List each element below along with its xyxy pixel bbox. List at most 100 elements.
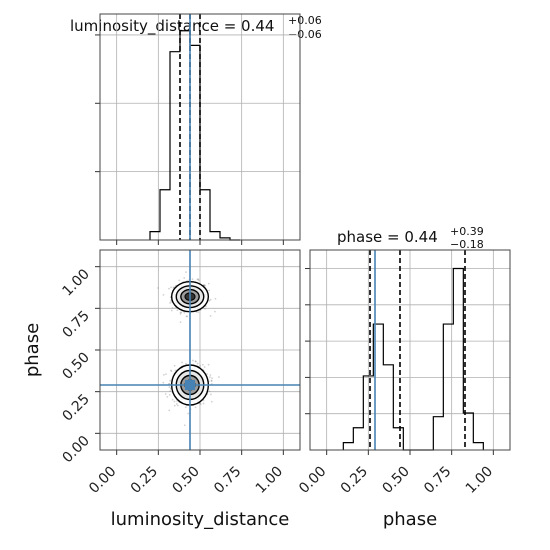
- svg-text:luminosity_distance = 0.44: luminosity_distance = 0.44: [70, 17, 274, 36]
- scatter-point: [206, 373, 208, 375]
- scatter-point: [209, 374, 212, 376]
- scatter-point: [168, 393, 171, 396]
- scatter-point: [178, 279, 181, 282]
- scatter-point: [199, 403, 202, 406]
- scatter-point: [203, 284, 206, 286]
- scatter-point: [183, 424, 186, 427]
- scatter-point: [202, 402, 205, 405]
- scatter-point: [210, 379, 213, 382]
- scatter-point: [214, 297, 217, 300]
- scatter-point: [166, 395, 169, 398]
- title-luminosity: luminosity_distance = 0.44 +0.06 −0.06: [70, 14, 322, 41]
- x-tick-label: 0.00: [86, 464, 119, 497]
- scatter-point: [180, 311, 183, 314]
- scatter-point: [185, 271, 187, 274]
- scatter-point: [185, 315, 188, 318]
- scatter-point: [162, 373, 165, 376]
- ylabel-phase: phase: [22, 323, 43, 377]
- scatter-point: [168, 287, 170, 290]
- scatter-point: [196, 278, 199, 281]
- scatter-point: [208, 390, 211, 393]
- scatter-point: [176, 309, 179, 312]
- panel-luminosity-histogram: [95, 13, 301, 245]
- scatter-point: [191, 359, 194, 362]
- scatter-point: [211, 377, 213, 380]
- scatter-point: [210, 400, 213, 403]
- scatter-point: [173, 404, 176, 407]
- scatter-point: [179, 311, 182, 314]
- scatter-point: [183, 311, 186, 314]
- scatter-point: [210, 380, 213, 383]
- scatter-point: [197, 311, 200, 314]
- scatter-point: [176, 404, 179, 407]
- scatter-point: [185, 362, 187, 365]
- scatter-point: [169, 369, 172, 372]
- scatter-point: [169, 379, 171, 382]
- y-tick-label: 0.75: [59, 308, 92, 341]
- scatter-point: [194, 360, 197, 363]
- scatter-point: [165, 373, 167, 376]
- scatter-point: [170, 309, 173, 312]
- scatter-point: [196, 362, 199, 365]
- scatter-point: [204, 285, 206, 287]
- scatter-point: [168, 386, 171, 388]
- x-tick-label: 1.00: [253, 464, 286, 497]
- x-tick-label: 0.50: [169, 464, 202, 497]
- scatter-point: [179, 313, 182, 315]
- y-tick-label: 0.50: [59, 350, 92, 383]
- title-luminosity-base: luminosity_distance = 0.44: [70, 17, 274, 36]
- scatter-point: [179, 321, 182, 324]
- scatter-point: [169, 302, 171, 304]
- x-tick-label: 0.75: [211, 464, 244, 497]
- title-luminosity-sup: +0.06: [288, 14, 322, 27]
- xlabel-phase: phase: [383, 509, 437, 530]
- scatter-point: [157, 287, 159, 289]
- panel-frame: [99, 249, 301, 451]
- panel-frame: [309, 249, 511, 451]
- histogram-steps: [342, 267, 484, 451]
- xlabel-luminosity: luminosity_distance: [111, 509, 290, 530]
- scatter-point: [207, 282, 210, 285]
- title-phase-base: phase = 0.44: [337, 228, 438, 246]
- title-luminosity-sub: −0.06: [288, 28, 322, 41]
- scatter-point: [170, 370, 173, 373]
- scatter-point: [201, 363, 204, 366]
- x-tick-label: 0.25: [338, 464, 371, 497]
- x-tick-label: 0.00: [296, 464, 329, 497]
- scatter-point: [171, 306, 174, 309]
- scatter-point: [164, 393, 167, 395]
- scatter-point: [173, 364, 176, 367]
- scatter-point: [208, 289, 211, 292]
- title-phase: phase = 0.44 +0.39 −0.18: [337, 225, 484, 251]
- scatter-point: [191, 278, 194, 281]
- scatter-point: [207, 363, 210, 366]
- scatter-point: [199, 364, 202, 367]
- scatter-point: [171, 398, 174, 401]
- scatter-point: [203, 366, 206, 368]
- scatter-point: [173, 400, 176, 403]
- scatter-point: [168, 382, 171, 385]
- scatter-point: [181, 361, 183, 364]
- x-tick-label: 0.75: [421, 464, 454, 497]
- x-tick-label: 0.50: [379, 464, 412, 497]
- scatter-point: [214, 310, 216, 313]
- scatter-point: [184, 406, 187, 409]
- scatter-point: [170, 301, 173, 303]
- scatter-point: [218, 376, 220, 378]
- svg-text:phase = 0.44: phase = 0.44: [337, 228, 438, 246]
- scatter-point: [204, 307, 206, 310]
- scatter-point: [209, 298, 212, 301]
- scatter-point: [175, 403, 178, 405]
- scatter-point: [162, 381, 165, 384]
- panel-2d-scatter: 0.00 0.25 0.50 0.75 1.000.000.250.500.751.00: [59, 249, 301, 497]
- scatter-point: [162, 293, 165, 296]
- scatter-point: [186, 315, 189, 318]
- scatter-point: [210, 393, 212, 396]
- scatter-point: [187, 412, 190, 415]
- title-phase-sub: −0.18: [450, 238, 484, 251]
- scatter-point: [197, 278, 200, 281]
- y-tick-label: 0.00: [59, 433, 92, 466]
- x-tick-label: 1.00: [463, 464, 496, 497]
